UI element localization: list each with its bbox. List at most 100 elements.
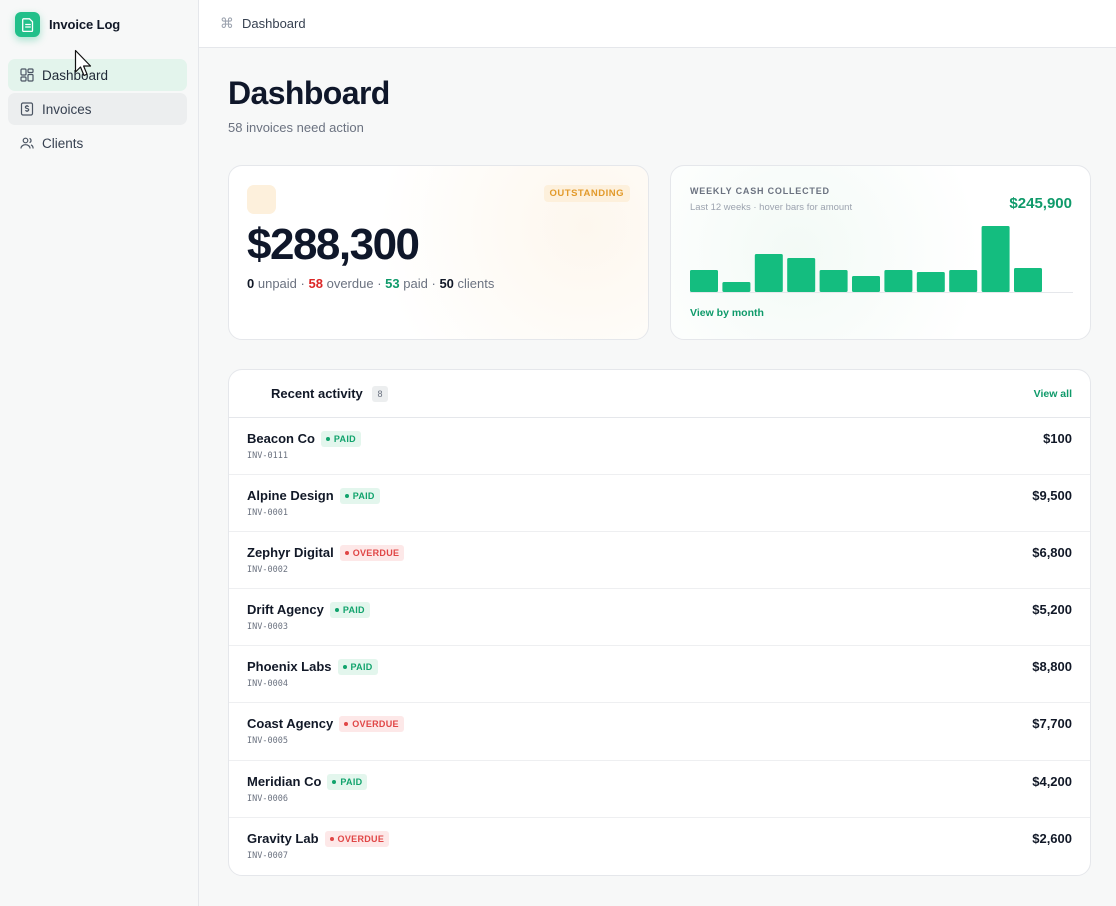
sidebar-item-clients[interactable]: Clients: [8, 127, 187, 159]
status-badge: PAID: [327, 773, 368, 790]
separator: ·: [300, 276, 305, 291]
recent-activity-card: Recent activity 8 View all Beacon Co PAID…: [228, 369, 1091, 876]
sidebar-item-label: Invoices: [42, 101, 92, 117]
sidebar-item-invoices[interactable]: Invoices: [8, 93, 187, 125]
page-title: Dashboard: [228, 75, 390, 111]
brand[interactable]: Invoice Log: [15, 12, 120, 37]
breadcrumb: Dashboard: [242, 16, 306, 31]
app-name: Invoice Log: [49, 17, 121, 32]
chart-bar-w6[interactable]: [852, 276, 880, 292]
status-badge: OVERDUE: [324, 830, 390, 847]
sidebar-item-label: Dashboard: [42, 67, 109, 83]
view-all-link[interactable]: View all: [1033, 388, 1072, 400]
sidebar-item-label: Clients: [42, 135, 84, 151]
outstanding-icon: [247, 185, 276, 214]
client-name: Coast Agency: [247, 716, 334, 732]
activity-row[interactable]: Zephyr Digital OVERDUE INV-0002 $6,800: [229, 532, 1090, 590]
status-label: OVERDUE: [337, 833, 385, 844]
overdue-count: 58: [308, 276, 323, 291]
sidebar-item-dashboard[interactable]: Dashboard: [8, 59, 187, 91]
chart-bar-w9[interactable]: [949, 270, 978, 292]
invoice-amount: $6,800: [1032, 545, 1072, 561]
activity-row[interactable]: Drift Agency PAID INV-0003 $5,200: [229, 589, 1090, 647]
clients-label: clients: [457, 276, 495, 291]
invoice-amount: $8,800: [1032, 659, 1072, 675]
status-badge: PAID: [320, 431, 361, 447]
client-name-line: Drift Agency PAID: [247, 602, 370, 619]
status-label: OVERDUE: [352, 719, 399, 730]
activity-row[interactable]: Alpine Design PAID INV-0001 $9,500: [229, 475, 1090, 533]
status-label: PAID: [352, 491, 375, 502]
status-badge: PAID: [329, 602, 370, 619]
invoice-id: INV-0003: [247, 622, 288, 633]
status-dot-icon: [342, 665, 347, 670]
status-dot-icon: [334, 608, 339, 613]
activity-row[interactable]: Meridian Co PAID INV-0006 $4,200: [229, 761, 1090, 818]
activity-row[interactable]: Coast Agency OVERDUE INV-0005 $7,700: [229, 703, 1090, 761]
invoice-amount: $4,200: [1032, 773, 1072, 789]
invoice-id: INV-0111: [247, 451, 288, 461]
outstanding-amount: $288,300: [247, 220, 420, 269]
status-badge: OVERDUE: [339, 545, 405, 562]
status-badge: OVERDUE: [339, 716, 404, 733]
client-name-line: Zephyr Digital OVERDUE: [247, 545, 405, 562]
chart-bar-w4[interactable]: [787, 258, 816, 292]
client-name-line: Phoenix Labs PAID: [247, 659, 378, 676]
weekly-cash-chart: [690, 226, 1073, 293]
cash-card-subtitle: Last 12 weeks · hover bars for amount: [690, 202, 853, 213]
sidebar-nav: Dashboard Invoices Clients: [8, 59, 187, 161]
chart-bar-w10[interactable]: [981, 226, 1010, 292]
overdue-label: overdue: [326, 276, 374, 291]
activity-row[interactable]: Phoenix Labs PAID INV-0004 $8,800: [229, 646, 1090, 704]
chart-bar-w5[interactable]: [819, 270, 848, 292]
status-dot-icon: [344, 722, 349, 727]
client-name: Gravity Lab: [247, 830, 319, 846]
topbar: ⌘ Dashboard: [199, 0, 1116, 48]
weekly-cash-card: WEEKLY CASH COLLECTED Last 12 weeks · ho…: [670, 165, 1091, 340]
client-name-line: Meridian Co PAID: [247, 773, 368, 790]
chart-bar-w8[interactable]: [916, 272, 945, 292]
invoice-id: INV-0001: [247, 508, 288, 519]
client-name: Phoenix Labs: [247, 659, 332, 675]
invoice-id: INV-0005: [247, 736, 288, 747]
chart-bar-w3[interactable]: [754, 254, 783, 292]
cash-total: $245,900: [1009, 195, 1072, 212]
page-subtitle: 58 invoices need action: [228, 120, 364, 135]
chart-bar-w2[interactable]: [722, 282, 751, 292]
chart-bar-w1[interactable]: [690, 270, 718, 292]
activity-title: Recent activity: [271, 386, 363, 401]
dashboard-grid-icon: [20, 68, 34, 82]
status-badge: PAID: [339, 488, 380, 505]
outstanding-stats: 0 unpaid · 58 overdue · 53 paid · 50 cli…: [247, 276, 494, 291]
client-name: Zephyr Digital: [247, 545, 334, 561]
command-icon: ⌘: [220, 15, 234, 31]
activity-list: Beacon Co PAID INV-0111 $100 Alpine Design PA…: [229, 418, 1090, 875]
activity-count-badge: 8: [372, 386, 388, 402]
invoice-amount: $100: [1043, 431, 1072, 446]
outstanding-badge: OUTSTANDING: [543, 185, 630, 202]
activity-row[interactable]: Beacon Co PAID INV-0111 $100: [229, 418, 1090, 476]
chart-bar-w11[interactable]: [1014, 268, 1042, 292]
client-name: Alpine Design: [247, 488, 334, 504]
cash-card-label: WEEKLY CASH COLLECTED: [690, 186, 830, 196]
activity-header: Recent activity 8 View all: [229, 370, 1090, 418]
invoice-amount: $5,200: [1032, 602, 1072, 618]
status-dot-icon: [344, 551, 349, 556]
chart-bar-w7[interactable]: [884, 270, 913, 292]
status-badge: PAID: [337, 659, 378, 676]
separator: ·: [431, 276, 436, 291]
invoice-amount: $2,600: [1032, 830, 1072, 846]
status-label: PAID: [342, 605, 365, 616]
mouse-cursor-icon: [74, 49, 92, 77]
invoice-dollar-icon: [20, 102, 34, 116]
paid-label: paid: [403, 276, 428, 291]
view-by-month-link[interactable]: View by month: [690, 307, 764, 319]
invoice-document-icon: [15, 12, 40, 37]
client-name-line: Coast Agency OVERDUE: [247, 716, 404, 733]
client-name: Drift Agency: [247, 602, 324, 618]
invoice-id: INV-0006: [247, 793, 288, 804]
client-name-line: Alpine Design PAID: [247, 488, 380, 505]
activity-row[interactable]: Gravity Lab OVERDUE INV-0007 $2,600: [229, 818, 1090, 875]
client-name-line: Gravity Lab OVERDUE: [247, 830, 390, 847]
unpaid-label: unpaid: [257, 276, 297, 291]
